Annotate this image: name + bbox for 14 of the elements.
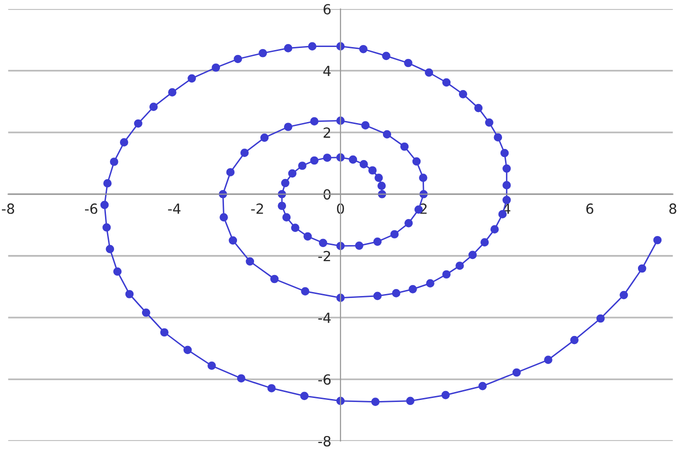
y-tick-label: 4 (323, 66, 331, 76)
y-tick-label: 0 (324, 189, 331, 200)
x-tick-label: -4 (168, 204, 180, 214)
x-tick-label: -6 (85, 203, 98, 214)
x-tick-label: -8 (2, 203, 14, 214)
x-tick-label: 8 (669, 203, 676, 214)
y-tick-label: -8 (318, 436, 331, 446)
y-tick-label: -4 (318, 312, 331, 323)
y-tick-label: -2 (318, 250, 330, 262)
y-tick-label: -6 (318, 374, 331, 385)
x-tick-label: 6 (586, 203, 594, 214)
x-tick-label: -2 (251, 203, 263, 214)
y-tick-label: 6 (324, 4, 331, 14)
y-tick-label: 2 (324, 127, 330, 138)
